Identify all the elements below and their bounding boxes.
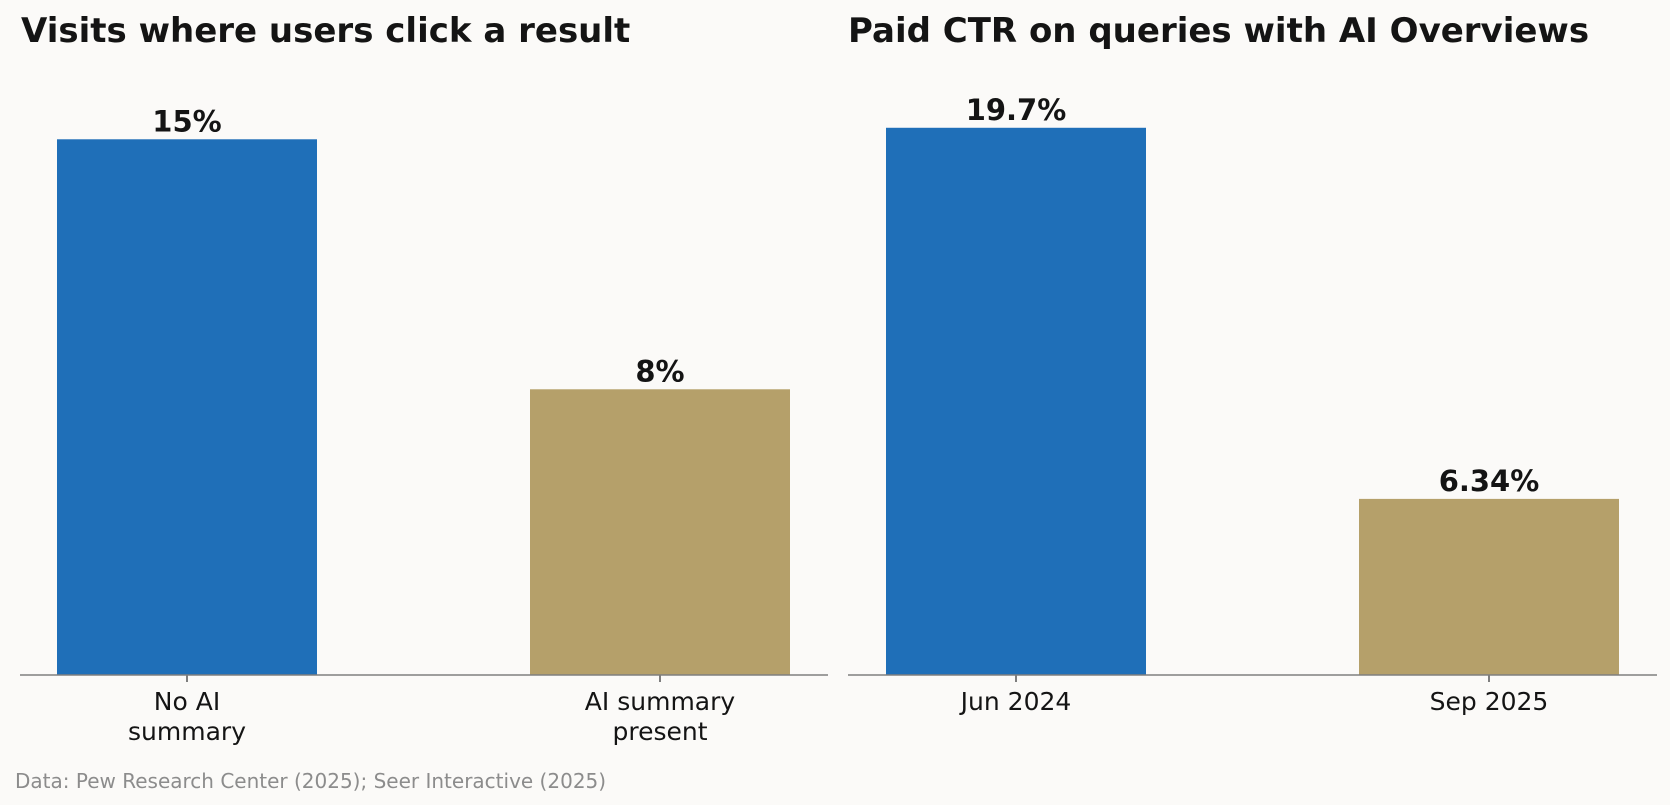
chart-click-visits: Visits where users click a result 15% No … [20,11,828,746]
bar-paid-ctr-2 [1359,498,1619,675]
value-label-paid-ctr-1: 19.7% [966,93,1067,127]
tick-label-paid-ctr-2: Sep 2025 [1430,687,1549,716]
bar-click-visits-1 [57,139,317,676]
value-label-click-visits-2: 8% [635,354,684,388]
bar-click-visits-2 [530,389,790,675]
bar-paid-ctr-1 [886,127,1146,676]
chart-title-paid-ctr: Paid CTR on queries with AI Overviews [848,11,1589,51]
tick-label-click-visits-1: No AI summary [128,687,246,746]
tick-label-click-visits-2: AI summary present [585,687,736,746]
chart-paid-ctr: Paid CTR on queries with AI Overviews 19… [848,11,1657,716]
source-footnote: Data: Pew Research Center (2025); Seer I… [15,769,606,793]
value-label-click-visits-1: 15% [152,104,221,138]
tick-label-paid-ctr-1: Jun 2024 [959,687,1072,716]
chart-title-click-visits: Visits where users click a result [21,11,630,51]
value-label-paid-ctr-2: 6.34% [1439,464,1540,498]
